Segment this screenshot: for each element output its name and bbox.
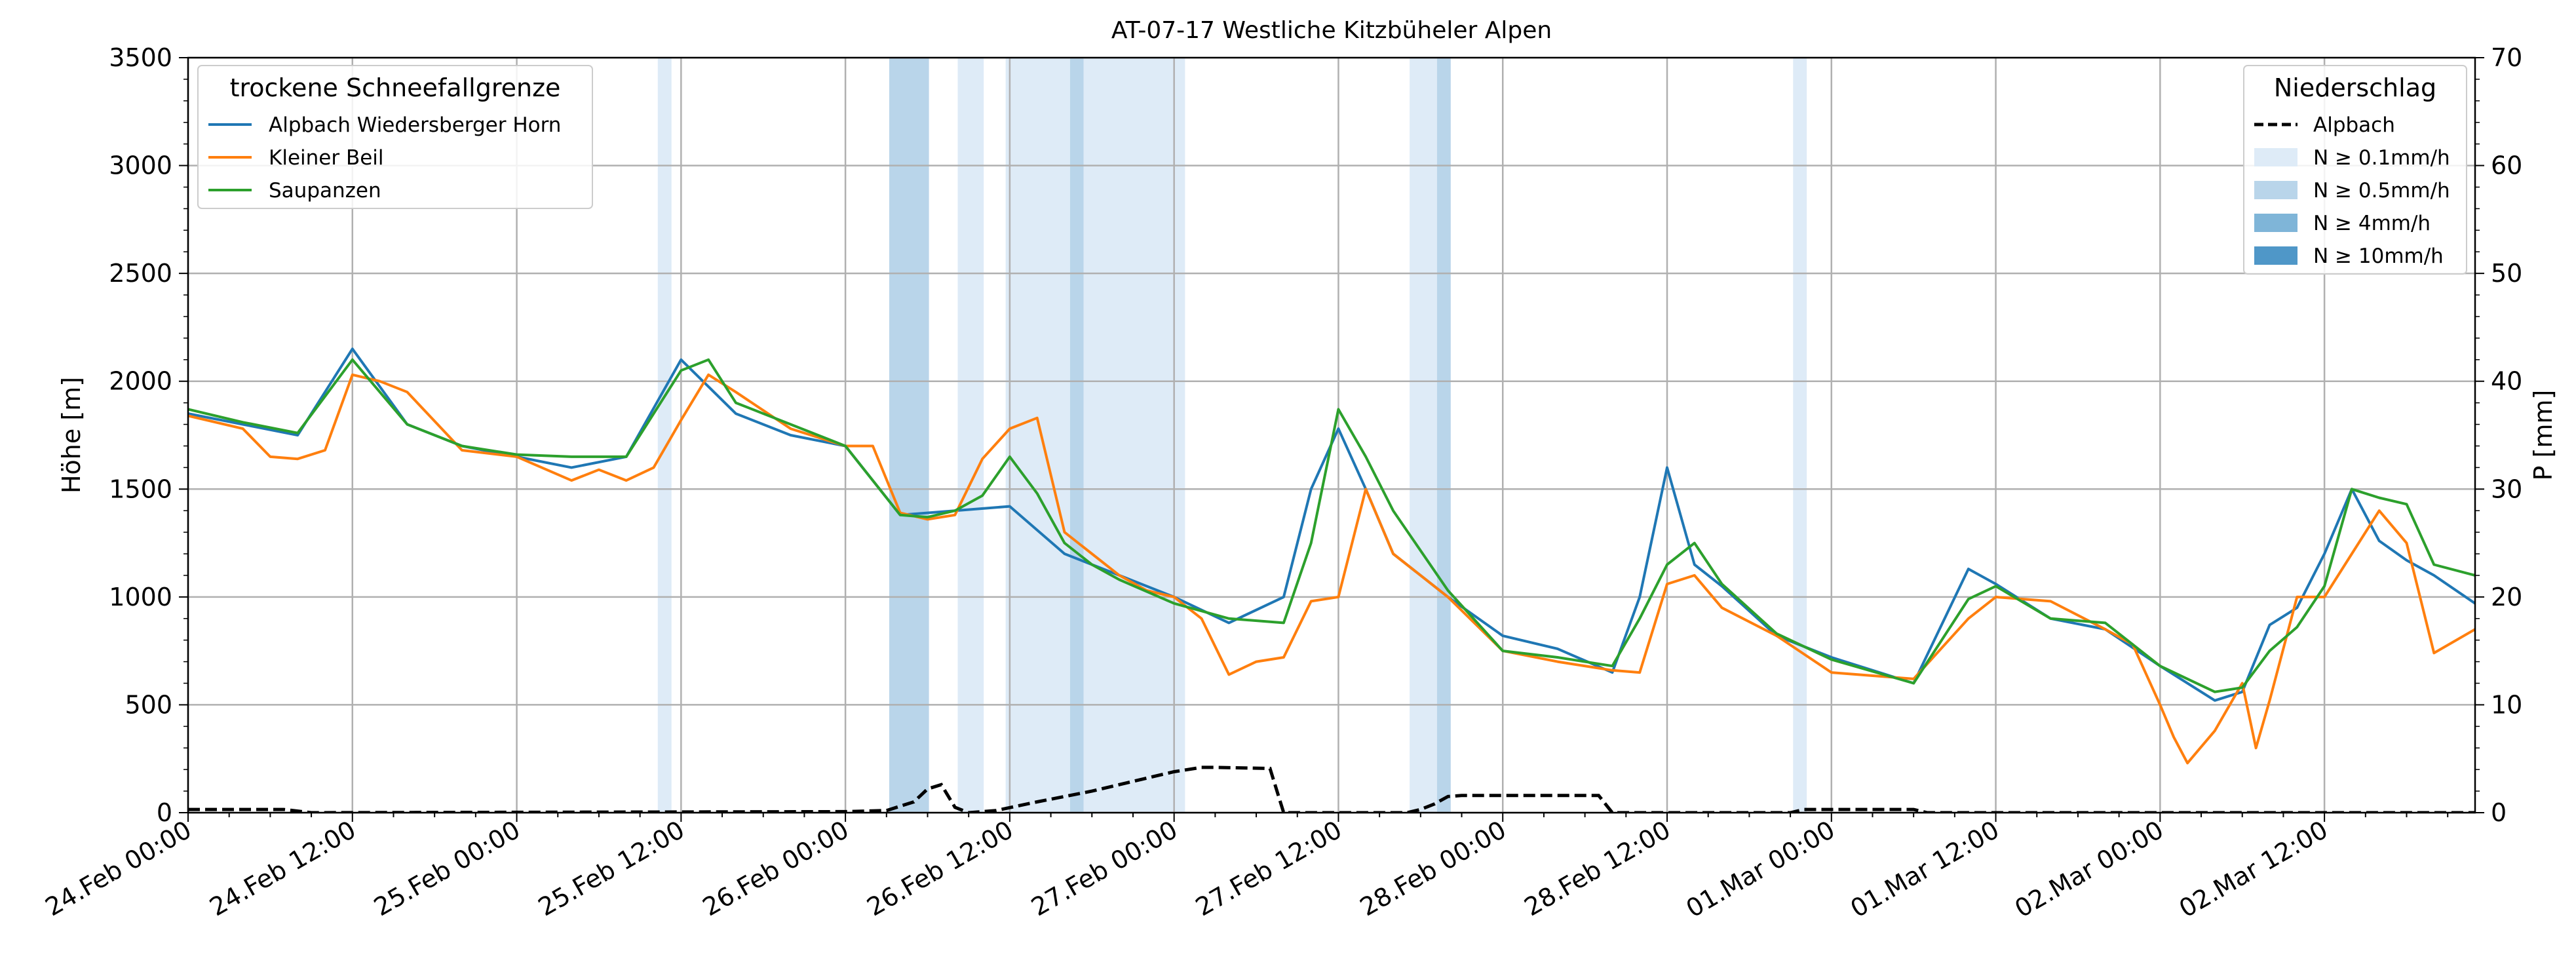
y2-axis-label: P [mm] xyxy=(2529,390,2558,481)
legend-right-label-2: N ≥ 0.5mm/h xyxy=(2313,179,2450,203)
y2-tick-label-4: 40 xyxy=(2491,367,2522,396)
legend-right-swatch-4 xyxy=(2254,246,2297,265)
y-tick-label-0: 0 xyxy=(157,798,172,827)
legend-left: trockene Schneefallgrenze Alpbach Wieder… xyxy=(197,65,593,209)
precip-band-5 xyxy=(1083,58,1185,813)
series-line-2 xyxy=(188,358,2475,693)
precip-band-4 xyxy=(1069,58,1084,813)
legend-left-label-2: Saupanzen xyxy=(269,179,381,203)
legend-right: Niederschlag Alpbach N ≥ 0.1mm/h N ≥ 0.5mm… xyxy=(2243,65,2467,275)
legend-left-title: trockene Schneefallgrenze xyxy=(230,73,561,102)
precip-band-0 xyxy=(657,58,672,813)
legend-right-swatch-1 xyxy=(2254,148,2297,166)
legend-left-box xyxy=(197,65,593,209)
y-tick-label-5: 2500 xyxy=(109,259,172,288)
precip-line xyxy=(188,765,2475,813)
y-tick-label-3: 1500 xyxy=(109,474,172,503)
legend-right-swatch-2 xyxy=(2254,181,2297,199)
y-tick-label-2: 1000 xyxy=(109,583,172,611)
legend-right-label-4: N ≥ 10mm/h xyxy=(2313,244,2444,268)
series-lines xyxy=(188,347,2475,813)
y2-tick-label-2: 20 xyxy=(2491,583,2522,611)
y2-tick-label-1: 10 xyxy=(2491,690,2522,719)
y-tick-label-7: 3500 xyxy=(109,43,172,72)
precip-band-1 xyxy=(889,58,929,813)
legend-left-entries: Alpbach Wiedersberger Horn Kleiner Beil Sa… xyxy=(208,113,561,203)
y2-tick-label-7: 70 xyxy=(2491,43,2522,72)
precip-band-8 xyxy=(1793,58,1807,813)
precip-band-7 xyxy=(1436,58,1451,813)
legend-left-label-0: Alpbach Wiedersberger Horn xyxy=(269,113,561,137)
y-tick-label-1: 500 xyxy=(125,690,172,719)
legend-left-label-1: Kleiner Beil xyxy=(269,146,384,170)
y2-tick-label-3: 30 xyxy=(2491,474,2522,503)
legend-right-entries: Alpbach N ≥ 0.1mm/h N ≥ 0.5mm/h N ≥ 4mm/h N … xyxy=(2254,113,2450,268)
legend-right-swatch-3 xyxy=(2254,214,2297,232)
y-tick-label-4: 2000 xyxy=(109,367,172,396)
precip-band-6 xyxy=(1410,58,1437,813)
chart-title: AT-07-17 Westliche Kitzbüheler Alpen xyxy=(1111,17,1552,44)
series-line-1 xyxy=(188,373,2475,765)
y2-tick-label-5: 50 xyxy=(2491,259,2522,288)
y-axis-right: 0 10 20 30 40 50 60 70 xyxy=(2475,43,2522,827)
y-axis-left: 0 500 1000 1500 2000 2500 3000 3500 xyxy=(109,43,188,827)
plot-frame xyxy=(187,56,2476,814)
y-tick-label-6: 3000 xyxy=(109,151,172,180)
legend-right-label-1: N ≥ 0.1mm/h xyxy=(2313,146,2450,170)
y2-tick-label-0: 0 xyxy=(2491,798,2507,827)
legend-right-title: Niederschlag xyxy=(2274,73,2436,102)
legend-right-label-3: N ≥ 4mm/h xyxy=(2313,212,2431,235)
precipitation-bands xyxy=(657,58,1807,813)
precip-band-3 xyxy=(1005,58,1070,813)
y2-tick-label-6: 60 xyxy=(2491,151,2522,180)
precip-band-2 xyxy=(957,58,984,813)
y-axis-label: Höhe [m] xyxy=(57,377,86,494)
legend-right-label-0: Alpbach xyxy=(2313,113,2395,137)
legend-right-box xyxy=(2243,65,2467,275)
